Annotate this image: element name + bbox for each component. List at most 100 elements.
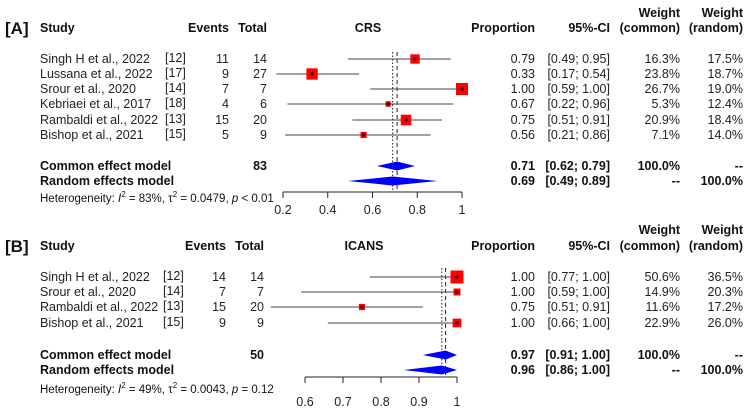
study-total: 14 xyxy=(250,270,264,284)
study-weight-random: 18.7% xyxy=(707,67,743,81)
header-proportion: Proportion xyxy=(471,21,535,35)
heterogeneity-tau2: = 0.0043, xyxy=(177,384,232,396)
heterogeneity-prefix: Heterogeneity: xyxy=(40,384,118,396)
study-events: 4 xyxy=(222,97,229,111)
study-total: 20 xyxy=(253,113,267,127)
common-model-ci: [0.62; 0.79] xyxy=(545,159,610,173)
header-study: Study xyxy=(40,21,75,35)
common-model-proportion: 0.97 xyxy=(510,348,535,362)
random-effect-diamond xyxy=(403,365,457,375)
study-total: 27 xyxy=(253,67,267,81)
study-reference: [15] xyxy=(165,127,186,141)
heterogeneity-i-sym: I xyxy=(118,384,122,396)
common-model-label: Common effect model xyxy=(40,159,172,173)
study-name: Rambaldi et al., 2022 xyxy=(40,300,159,314)
heterogeneity-i-sym: I xyxy=(118,193,122,205)
study-proportion: 0.67 xyxy=(510,97,535,111)
study-name: Bishop et al., 2021 xyxy=(40,128,144,142)
heterogeneity-tau-sym: τ xyxy=(168,193,173,205)
header-weight-random: Weight xyxy=(701,223,743,237)
random-model-weight-common: -- xyxy=(671,174,680,188)
header-weight-common-sub: (common) xyxy=(619,239,680,253)
study-reference: [13] xyxy=(165,112,186,126)
heterogeneity-sup: 2 xyxy=(121,381,126,390)
random-model-weight-random: 100.0% xyxy=(700,363,743,377)
header-weight-random: Weight xyxy=(701,6,743,20)
study-total: 7 xyxy=(260,82,267,96)
study-reference: [12] xyxy=(165,51,186,65)
study-weight-common: 14.9% xyxy=(644,285,680,299)
random-model-ci: [0.86; 1.00] xyxy=(545,363,610,377)
study-proportion: 0.79 xyxy=(510,52,535,66)
study-events: 7 xyxy=(222,82,229,96)
study-name: Singh H et al., 2022 xyxy=(40,270,150,284)
common-model-label: Common effect model xyxy=(40,348,172,362)
heterogeneity-statistics: Heterogeneity: I2 = 83%, τ2 = 0.0479, p … xyxy=(40,188,274,206)
x-tick-label: 0.4 xyxy=(319,203,337,217)
heterogeneity-tau2: = 0.0479, xyxy=(177,193,232,205)
study-events: 15 xyxy=(212,300,226,314)
heterogeneity-p: = 0.12 xyxy=(238,384,274,396)
study-events: 9 xyxy=(219,316,226,330)
common-effect-diamond xyxy=(376,161,416,171)
study-ci: [0.59; 1.00] xyxy=(547,82,610,96)
study-events: 11 xyxy=(216,52,229,66)
x-tick-label: 1 xyxy=(453,395,461,409)
header-study: Study xyxy=(40,239,75,253)
heterogeneity-p: < 0.01 xyxy=(238,193,274,205)
study-weight-random: 17.5% xyxy=(707,52,743,66)
panel-label: [A] xyxy=(5,19,29,38)
study-weight-random: 18.4% xyxy=(707,113,743,127)
common-model-total: 50 xyxy=(250,348,264,362)
common-model-weight-random: -- xyxy=(734,159,743,173)
header-events: Events xyxy=(188,21,229,35)
study-weight-common: 50.6% xyxy=(644,270,680,284)
study-ci: [0.17; 0.54] xyxy=(547,67,610,81)
study-weight-random: 17.2% xyxy=(707,300,743,314)
study-events: 15 xyxy=(215,113,229,127)
study-proportion: 1.00 xyxy=(510,285,535,299)
x-tick-label: 1 xyxy=(458,203,466,217)
study-events: 14 xyxy=(212,270,226,284)
study-ci: [0.49; 0.95] xyxy=(547,52,610,66)
study-reference: [14] xyxy=(163,284,184,298)
heterogeneity-sup: 2 xyxy=(172,190,178,199)
study-total: 6 xyxy=(260,97,267,111)
study-reference: [14] xyxy=(165,81,186,95)
study-weight-common: 7.1% xyxy=(651,128,681,142)
x-tick-label: 0.6 xyxy=(296,395,314,409)
header-weight-random-sub: (random) xyxy=(688,21,743,35)
study-name: Lussana et al., 2022 xyxy=(40,67,153,81)
study-total: 9 xyxy=(260,128,267,142)
study-proportion: 1.00 xyxy=(510,82,535,96)
panel-label: [B] xyxy=(5,237,29,256)
study-name: Rambaldi et al., 2022 xyxy=(40,113,159,127)
x-tick-label: 0.8 xyxy=(372,395,390,409)
study-events: 7 xyxy=(219,285,226,299)
common-effect-diamond xyxy=(422,350,457,360)
heterogeneity-p-sym: p xyxy=(231,193,239,205)
study-weight-common: 26.7% xyxy=(644,82,680,96)
heterogeneity-prefix: Heterogeneity: xyxy=(40,193,118,205)
study-reference: [15] xyxy=(163,315,184,329)
header-weight-common-sub: (common) xyxy=(619,21,680,35)
random-model-label: Random effects model xyxy=(40,174,175,188)
study-proportion: 0.75 xyxy=(510,113,535,127)
heterogeneity-i2: = 83%, xyxy=(125,193,169,205)
header-total: Total xyxy=(238,21,267,35)
study-total: 20 xyxy=(250,300,264,314)
common-model-weight-common: 100.0% xyxy=(637,159,680,173)
study-reference: [13] xyxy=(163,299,184,313)
study-weight-common: 22.9% xyxy=(644,316,680,330)
study-weight-common: 5.3% xyxy=(651,97,681,111)
study-name: Kebriaei et al., 2017 xyxy=(40,97,152,111)
study-events: 5 xyxy=(222,128,229,142)
study-weight-common: 16.3% xyxy=(644,52,680,66)
x-tick-label: 0.8 xyxy=(408,203,426,217)
random-model-label: Random effects model xyxy=(40,363,175,377)
study-name: Srour et al., 2020 xyxy=(40,285,136,299)
common-model-total: 83 xyxy=(253,159,267,173)
random-model-ci: [0.49; 0.89] xyxy=(545,174,610,188)
